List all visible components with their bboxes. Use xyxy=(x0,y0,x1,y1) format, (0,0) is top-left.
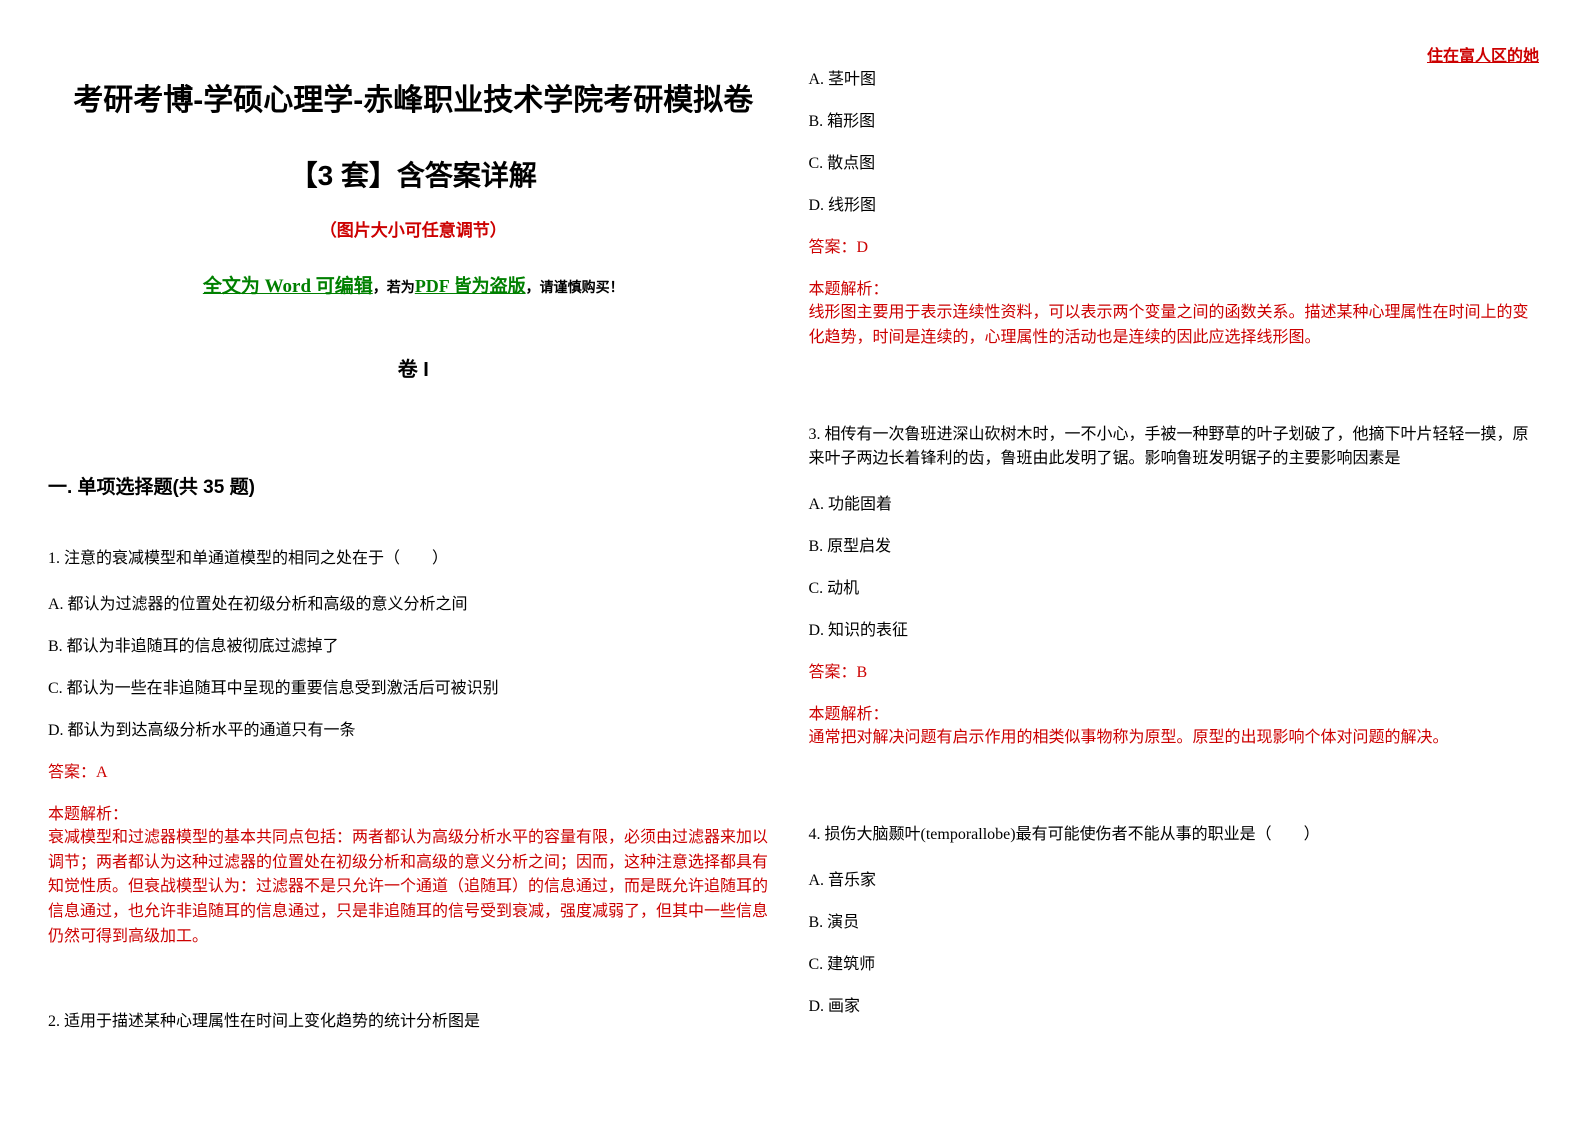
q3-option-c: C. 动机 xyxy=(809,574,1540,598)
q2-option-a: A. 茎叶图 xyxy=(809,65,1540,89)
note-mid: ，若为 xyxy=(373,281,415,296)
note-pdf-pirate: PDF 皆为盗版 xyxy=(415,276,526,296)
question-3: 3. 相传有一次鲁班进深山砍树木时，一不小心，手被一种野草的叶子划破了，他摘下叶… xyxy=(809,423,1540,751)
right-column: A. 茎叶图 B. 箱形图 C. 散点图 D. 线形图 答案：D 本题解析： 线… xyxy=(809,65,1540,1102)
section-title: 一. 单项选择题(共 35 题) xyxy=(48,472,779,499)
q3-option-d: D. 知识的表征 xyxy=(809,616,1540,640)
q4-option-c: C. 建筑师 xyxy=(809,950,1540,974)
q3-stem: 3. 相传有一次鲁班进深山砍树木时，一不小心，手被一种野草的叶子划破了，他摘下叶… xyxy=(809,423,1540,473)
q4-stem: 4. 损伤大脑颞叶(temporallobe)最有可能使伤者不能从事的职业是（ … xyxy=(809,823,1540,848)
page-container: 考研考博-学硕心理学-赤峰职业技术学院考研模拟卷 【3 套】含答案详解 （图片大… xyxy=(0,0,1587,1122)
q1-option-d: D. 都认为到达高级分析水平的通道只有一条 xyxy=(48,716,779,740)
q2-option-d: D. 线形图 xyxy=(809,191,1540,215)
watermark-text: 住在富人区的她 xyxy=(1427,42,1539,66)
doc-subtitle: 【3 套】含答案详解 xyxy=(48,154,779,194)
q2-explanation-body: 线形图主要用于表示连续性资料，可以表示两个变量之间的函数关系。描述某种心理属性在… xyxy=(809,301,1540,351)
q1-option-b: B. 都认为非追随耳的信息被彻底过滤掉了 xyxy=(48,632,779,656)
question-1: 1. 注意的衰减模型和单通道模型的相同之处在于（ ） A. 都认为过滤器的位置处… xyxy=(48,547,779,950)
q3-answer: 答案：B xyxy=(809,658,1540,682)
note-word-editable: 全文为 Word 可编辑 xyxy=(203,276,373,297)
q2-answer: 答案：D xyxy=(809,233,1540,257)
doc-title: 考研考博-学硕心理学-赤峰职业技术学院考研模拟卷 xyxy=(48,75,779,119)
q3-explanation-label: 本题解析： xyxy=(809,700,1540,724)
left-column: 考研考博-学硕心理学-赤峰职业技术学院考研模拟卷 【3 套】含答案详解 （图片大… xyxy=(48,65,779,1102)
q1-answer: 答案：A xyxy=(48,758,779,782)
q3-explanation-body: 通常把对解决问题有启示作用的相类似事物称为原型。原型的出现影响个体对问题的解决。 xyxy=(809,726,1540,751)
q2-stem: 2. 适用于描述某种心理属性在时间上变化趋势的统计分析图是 xyxy=(48,1010,779,1035)
q1-explanation-label: 本题解析： xyxy=(48,800,779,824)
q1-stem: 1. 注意的衰减模型和单通道模型的相同之处在于（ ） xyxy=(48,547,779,572)
q1-option-c: C. 都认为一些在非追随耳中呈现的重要信息受到激活后可被识别 xyxy=(48,674,779,698)
q4-option-b: B. 演员 xyxy=(809,908,1540,932)
q3-option-a: A. 功能固着 xyxy=(809,490,1540,514)
paper-number: 卷 I xyxy=(48,353,779,382)
question-4: 4. 损伤大脑颞叶(temporallobe)最有可能使伤者不能从事的职业是（ … xyxy=(809,823,1540,1016)
note-authenticity: 全文为 Word 可编辑，若为PDF 皆为盗版，请谨慎购买！ xyxy=(48,271,779,298)
q3-option-b: B. 原型启发 xyxy=(809,532,1540,556)
note-resize: （图片大小可任意调节） xyxy=(48,216,779,241)
q2-option-b: B. 箱形图 xyxy=(809,107,1540,131)
note-tail: ，请谨慎购买！ xyxy=(526,281,624,296)
q2-explanation-label: 本题解析： xyxy=(809,275,1540,299)
q4-option-a: A. 音乐家 xyxy=(809,866,1540,890)
question-2-stem-block: 2. 适用于描述某种心理属性在时间上变化趋势的统计分析图是 xyxy=(48,1010,779,1035)
q4-option-d: D. 画家 xyxy=(809,992,1540,1016)
q2-option-c: C. 散点图 xyxy=(809,149,1540,173)
question-2-continued: A. 茎叶图 B. 箱形图 C. 散点图 D. 线形图 答案：D 本题解析： 线… xyxy=(809,65,1540,351)
q1-option-a: A. 都认为过滤器的位置处在初级分析和高级的意义分析之间 xyxy=(48,590,779,614)
q1-explanation-body: 衰减模型和过滤器模型的基本共同点包括：两者都认为高级分析水平的容量有限，必须由过… xyxy=(48,826,779,950)
